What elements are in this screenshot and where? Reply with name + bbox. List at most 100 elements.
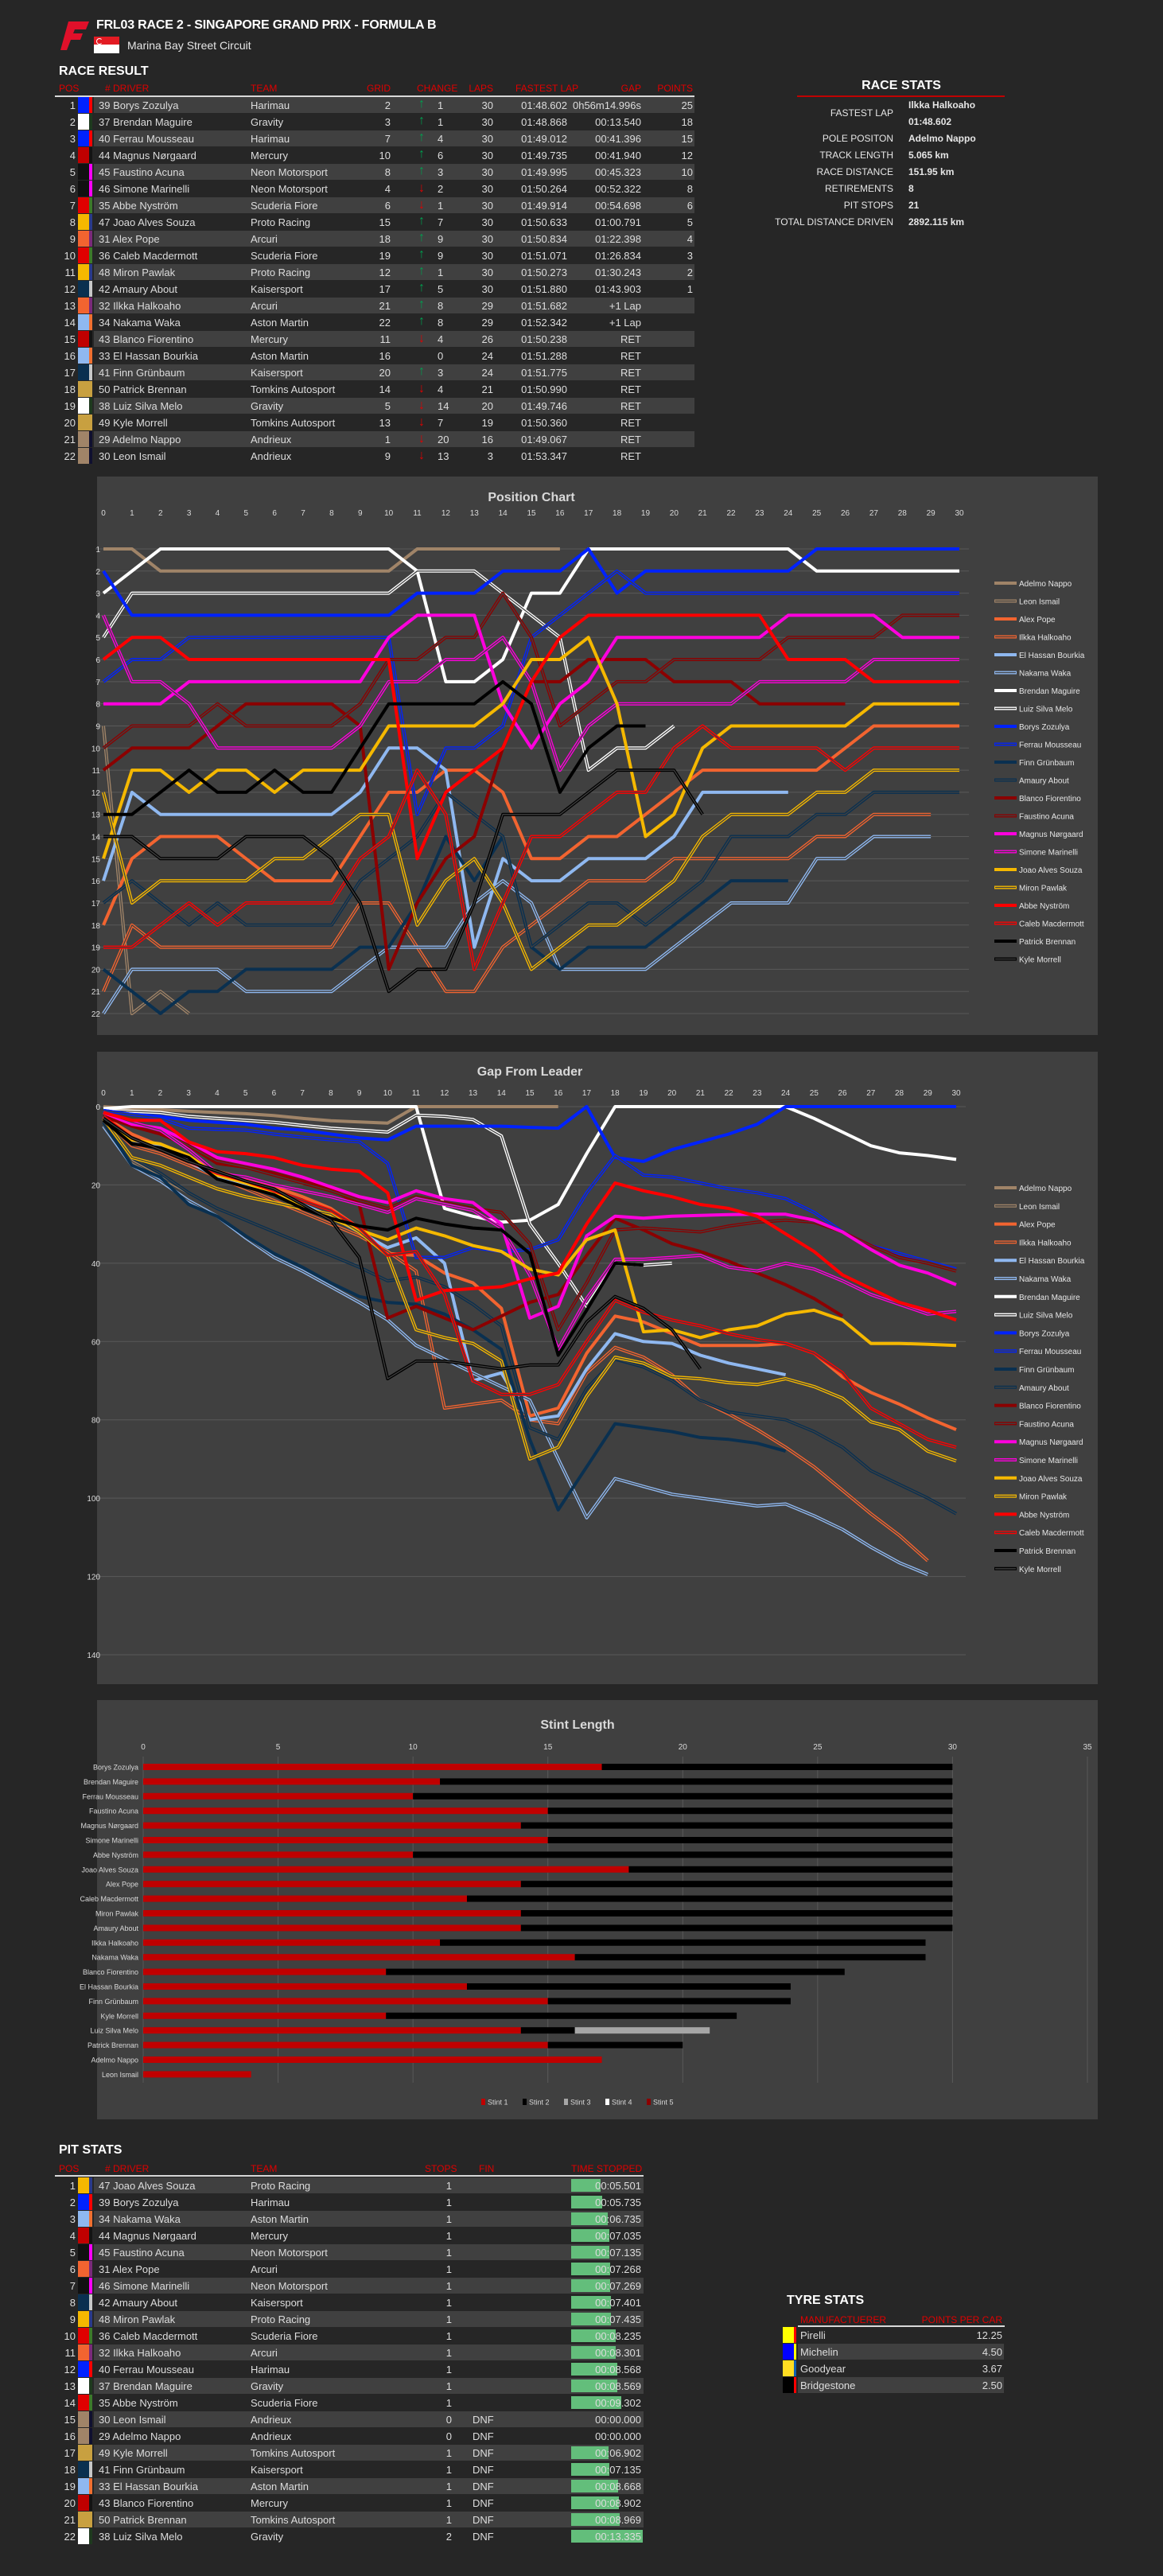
position-change: 3 [438,367,444,379]
fastest-lap-driver: Ilkka Halkoaho [908,99,976,111]
team-color-swatch [78,2311,89,2327]
points: 25 [681,99,693,111]
team-color-swatch [78,448,89,464]
team-name: Mercury [251,333,288,345]
stint-bar-stint-2 [520,2027,575,2034]
x-tick-label: 1 [130,509,134,518]
table-row: Goodyear 3.67 [783,2360,1005,2377]
stint-bar-stint-2 [413,1792,953,1800]
row-background [94,264,694,280]
table-row: 7 35 Abbe Nyström Scuderia Fiore 6 ↓ 1 30 01:49… [55,197,694,214]
legend-label: Luiz Silva Melo [1019,1312,1073,1321]
table-row: 9 31 Alex Pope Arcuri 18 ↑ 9 30 01:50.834 01:22.… [55,231,694,247]
legend-label: Simone Marinelli [1019,1457,1078,1465]
position: 7 [69,200,76,212]
gap: 0h56m14.996s [572,99,641,111]
x-tick-label: 28 [898,509,908,518]
row-background [94,2177,644,2193]
team-color-swatch [78,2344,89,2360]
series-miron-pawlak [102,1117,957,1463]
grid-position: 1 [384,434,391,446]
row-background [94,314,694,330]
laps: 29 [481,317,493,329]
x-tick-label: 13 [470,509,480,518]
arrow-up-icon: ↑ [418,314,425,328]
team-secondary-swatch [89,2328,92,2344]
driver-name: 33 El Hassan Bourkia [99,2481,199,2492]
legend-label: Nakama Waka [1019,670,1072,679]
x-tick-label: 15 [527,509,536,518]
team-name: Andrieux [251,434,292,446]
table-row: 12 42 Amaury About Kaisersport 17 ↑ 5 30 01:51.… [55,281,694,298]
team-name: Arcuri [251,2263,278,2275]
team-color-swatch [78,331,89,347]
legend-item: El Hassan Bourkia [994,652,1085,660]
header-pos: POS [59,2163,80,2174]
category-label: Kyle Morrell [100,2012,138,2020]
series-adelmo-nappo [103,1105,558,1125]
table-row: Pirelli 12.25 [783,2327,1005,2344]
legend-item: Ferrau Mousseau [994,741,1081,750]
manufacturer-color-swatch [783,2377,794,2393]
stint-bar-stint-1 [143,2012,387,2019]
stint-bar-stint-2 [520,1822,953,1829]
time-stopped-bar [571,2246,610,2259]
team-name: Harimau [251,133,290,145]
arrow-down-icon: ↓ [418,399,425,412]
team-color-swatch [78,197,89,213]
grid-position: 6 [384,200,391,212]
grid-position: 22 [379,317,391,329]
stat-value: 21 [908,200,920,211]
legend-item: Nakama Waka [994,1275,1072,1284]
category-label: Patrick Brennan [88,2041,138,2049]
arrow-up-icon: ↑ [418,364,425,378]
fastest-lap: 01:50.990 [521,383,567,395]
series-line [102,724,959,926]
stint-bar-stint-1 [143,1822,521,1829]
row-background [798,2360,1004,2376]
grid-position: 3 [384,116,391,128]
legend-item: Miron Pawlak [994,885,1068,893]
team-secondary-swatch [89,398,92,414]
x-tick-label: 20 [679,1743,688,1752]
category-label: Simone Marinelli [85,1837,138,1845]
team-color-swatch [78,2361,89,2377]
position: 3 [69,133,76,145]
time-stopped: 00:08.568 [595,2364,641,2376]
legend-item: Caleb Macdermott [994,920,1084,929]
tyre-stats-title: TYRE STATS [787,2294,865,2307]
laps: 30 [481,183,493,195]
series-line [102,547,959,617]
category-label: Miron Pawlak [95,1910,139,1918]
stops: 1 [445,2230,452,2242]
table-row: 14 34 Nakama Waka Aston Martin 22 ↑ 8 29 01:52.… [55,314,694,331]
stint-bar-stint-2 [386,2012,737,2019]
x-tick-label: 30 [951,1089,961,1098]
driver-name: 43 Blanco Fiorentino [99,333,194,345]
table-row: 4 44 Magnus Nørgaard Mercury 1 00:07.035 [55,2228,644,2244]
driver-name: 36 Caleb Macdermott [99,250,198,262]
divider [798,2325,1005,2327]
category-label: Amaury About [93,1924,138,1932]
time-stopped: 00:08.902 [595,2497,641,2509]
legend-label: Leon Ismail [1019,1203,1060,1212]
position-change: 13 [438,450,449,462]
driver-name: 32 Ilkka Halkoaho [99,2347,181,2359]
stint-bar-stint-1 [143,2041,548,2049]
legend-label: Nakama Waka [1019,1275,1072,1284]
x-tick-label: 22 [725,1089,734,1098]
position: 18 [64,2464,76,2476]
stint-bar-stint-1 [143,1910,521,1916]
legend-item: Simone Marinelli [994,1457,1078,1465]
fastest-lap: 01:50.360 [521,417,567,429]
table-row: 20 49 Kyle Morrell Tomkins Autosport 13 ↓ 7 19… [55,414,694,431]
fastest-lap: 01:51.682 [521,300,567,312]
driver-name: 37 Brendan Maguire [99,116,193,128]
driver-name: 42 Amaury About [99,2297,178,2309]
time-stopped: 00:07.035 [595,2230,641,2242]
driver-name: 49 Kyle Morrell [99,417,168,429]
series-line-inner [103,1122,957,1515]
team-name: Scuderia Fiore [251,200,318,212]
row-background [94,2461,644,2477]
points: 3 [687,250,693,262]
